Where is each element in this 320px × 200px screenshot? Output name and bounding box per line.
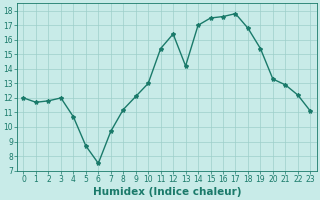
X-axis label: Humidex (Indice chaleur): Humidex (Indice chaleur) [93,187,241,197]
